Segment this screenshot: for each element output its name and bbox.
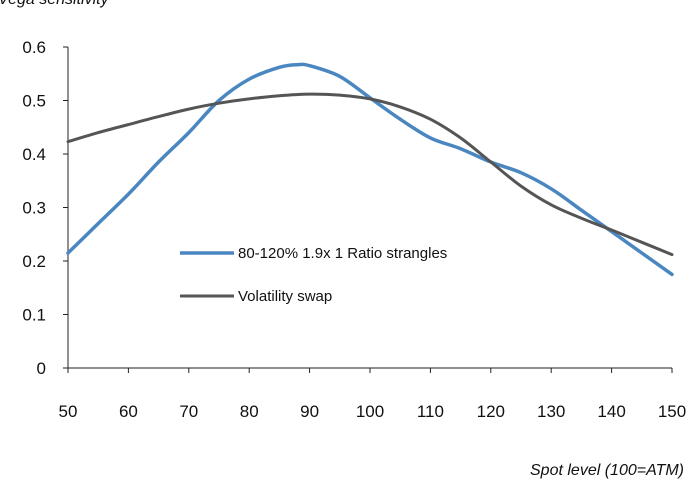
x-tick-label: 60 — [119, 402, 138, 421]
legend-label: 80-120% 1.9x 1 Ratio strangles — [238, 245, 447, 262]
volatility-swap-line — [66, 92, 674, 257]
x-axis-title: Spot level (100=ATM) — [530, 462, 684, 479]
y-tick-label: 0.2 — [22, 252, 46, 271]
x-tick-label: 80 — [240, 402, 259, 421]
y-tick-label: 0.1 — [22, 306, 46, 325]
y-axis-title: Vega sensitivity — [0, 0, 110, 8]
ratio-strangles-line — [66, 62, 674, 277]
y-tick-label: 0.4 — [22, 145, 46, 164]
series-lines — [66, 62, 674, 277]
y-tick-label: 0.5 — [22, 92, 46, 111]
legend: 80-120% 1.9x 1 Ratio strangles Volatility… — [180, 245, 447, 305]
legend-label: Volatility swap — [238, 288, 332, 305]
x-tick-label: 140 — [597, 402, 625, 421]
y-tick-label: 0.3 — [22, 199, 46, 218]
x-tick-label: 70 — [179, 402, 198, 421]
x-tick-label: 50 — [59, 402, 78, 421]
x-tick-label: 150 — [658, 402, 686, 421]
y-tick-label: 0.6 — [22, 38, 46, 57]
x-tick-label: 110 — [417, 402, 444, 421]
x-ticks: 50 60 70 80 90 100 110 120 130 140 150 — [59, 368, 686, 421]
y-ticks: 0 0.1 0.2 0.3 0.4 0.5 0.6 — [22, 38, 68, 378]
axes — [67, 47, 672, 369]
x-tick-label: 90 — [300, 402, 319, 421]
y-tick-label: 0 — [37, 359, 46, 378]
x-tick-label: 120 — [477, 402, 505, 421]
x-tick-label: 100 — [356, 402, 384, 421]
x-tick-label: 130 — [537, 402, 565, 421]
